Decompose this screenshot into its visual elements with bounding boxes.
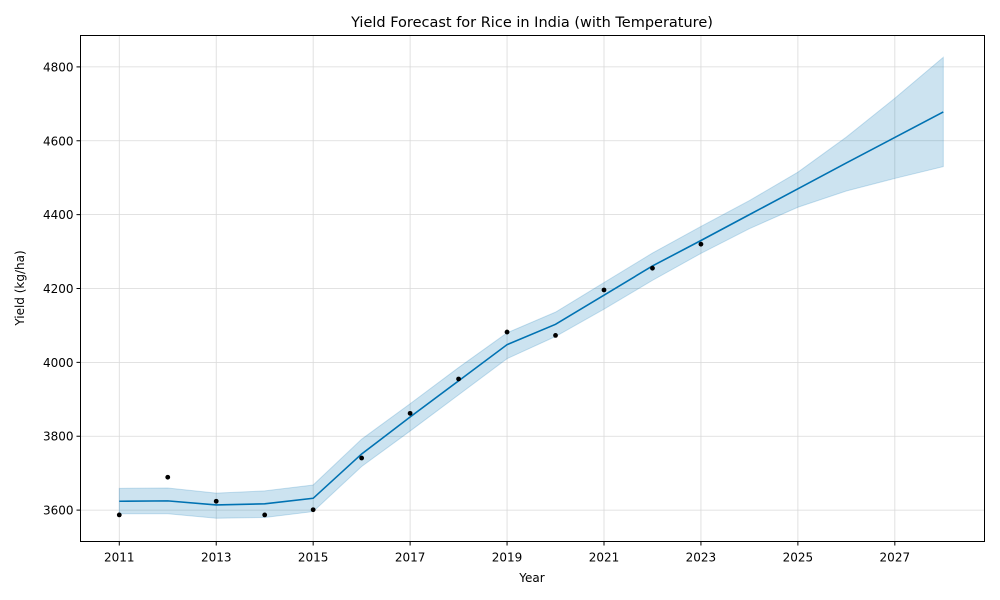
x-tick-label: 2017 [395, 551, 426, 565]
observed-point [456, 376, 461, 382]
observed-point [165, 474, 171, 480]
chart-title: Yield Forecast for Rice in India (with T… [350, 15, 713, 31]
observed-point [359, 455, 365, 461]
observed-point [262, 512, 268, 518]
y-tick-label: 4800 [43, 60, 74, 74]
forecast-line-group [119, 111, 944, 506]
x-axis-ticks: 2011 2013 2015 2017 2019 2021 2023 2025 2027 [104, 541, 911, 565]
x-tick-label: 2013 [201, 551, 232, 565]
observed-point [213, 498, 219, 504]
uncertainty-band [118, 56, 944, 519]
observed-point [553, 333, 558, 338]
x-tick-label: 2011 [104, 551, 135, 565]
confidence-interval [118, 56, 944, 519]
observed-point [310, 507, 316, 513]
x-tick-label: 2021 [589, 551, 620, 565]
y-tick-label: 4400 [43, 208, 74, 222]
y-tick-label: 3800 [43, 430, 74, 444]
y-tick-label: 4200 [43, 282, 74, 296]
x-tick-label: 2019 [492, 551, 523, 565]
observed-point [601, 287, 607, 293]
observed-points [116, 241, 704, 518]
observed-point [698, 241, 704, 247]
y-axis-label: Yield (kg/ha) [13, 250, 27, 326]
y-tick-label: 4600 [43, 134, 74, 148]
observed-point [407, 410, 413, 416]
x-tick-label: 2023 [686, 551, 717, 565]
x-tick-label: 2025 [783, 551, 814, 565]
x-axis-label: Year [518, 571, 544, 585]
x-tick-label: 2027 [880, 551, 911, 565]
y-tick-label: 3600 [43, 504, 74, 518]
observed-point [504, 329, 510, 335]
forecast-line [119, 111, 944, 506]
y-tick-label: 4000 [43, 356, 74, 370]
x-tick-label: 2015 [298, 551, 329, 565]
y-axis-ticks: 3600 3800 4000 4200 4400 4600 4800 [43, 60, 81, 518]
grid [80, 35, 985, 542]
observed-point [116, 512, 122, 518]
observed-point [650, 265, 655, 271]
